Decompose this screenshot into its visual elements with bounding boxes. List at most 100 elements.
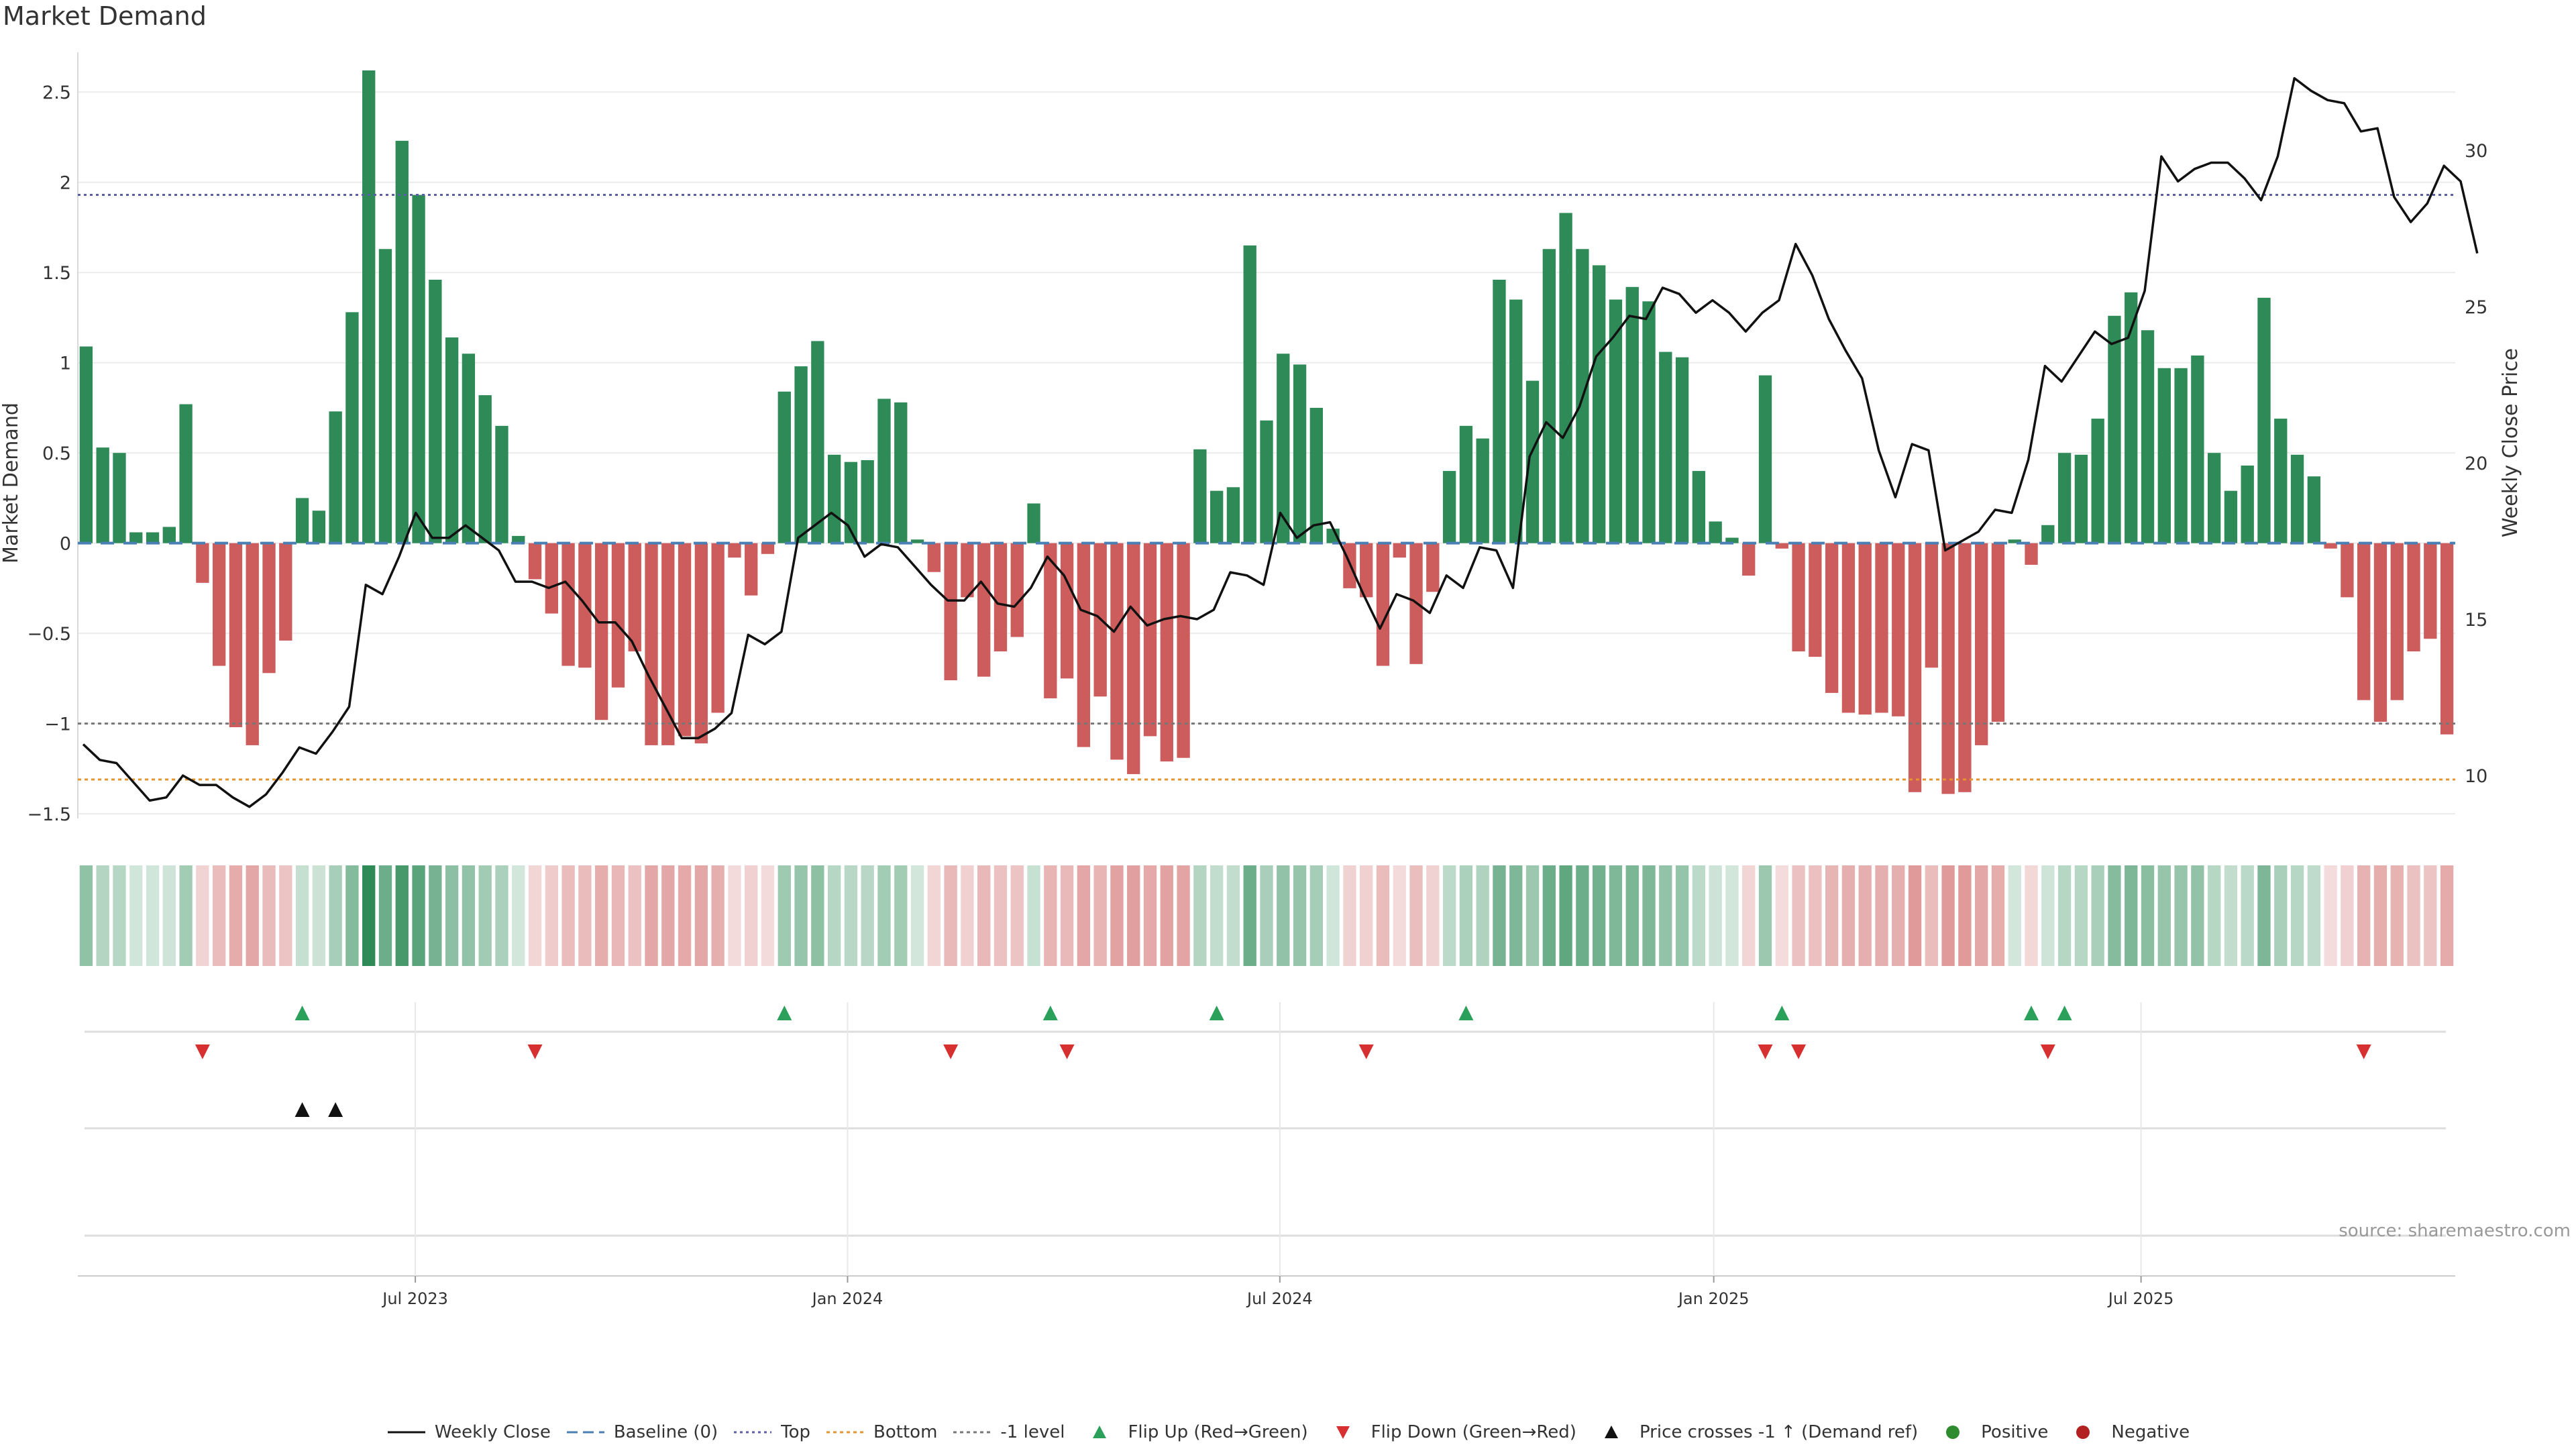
demand-bar (777, 391, 791, 543)
heat-cell (378, 865, 392, 966)
flip-up-marker (1458, 1006, 1474, 1020)
demand-bar (1675, 357, 1689, 543)
demand-bar (1493, 279, 1506, 543)
demand-bar (478, 395, 492, 543)
y-tick-label: 1.5 (42, 263, 71, 284)
legend-item: Top (733, 1422, 810, 1442)
legend-symbol-icon (1336, 1426, 1350, 1439)
flip-down-marker (1358, 1044, 1374, 1059)
heat-cell (1509, 865, 1523, 966)
heat-cell (1858, 865, 1872, 966)
heat-cell (2108, 865, 2121, 966)
demand-bar (944, 543, 957, 681)
heat-cell (961, 865, 974, 966)
heat-cell (1941, 865, 1955, 966)
y-axis-label: Market Demand (0, 402, 23, 564)
heat-cell (1260, 865, 1273, 966)
heat-cell (1841, 865, 1856, 966)
demand-bar (1725, 537, 1739, 543)
heat-cell (761, 865, 775, 966)
heat-cell (2274, 865, 2288, 966)
heat-cell (2074, 865, 2088, 966)
demand-bars (79, 70, 2454, 794)
heat-cell (1576, 865, 1589, 966)
legend-item: Negative (2063, 1422, 2190, 1442)
y2-tick-label: 10 (2465, 766, 2487, 787)
demand-bar (1742, 543, 1756, 576)
heat-cell (512, 865, 525, 966)
y-tick-label: 2.5 (42, 83, 71, 103)
demand-bar (1326, 529, 1340, 543)
demand-bar (1360, 543, 1373, 598)
demand-bar (645, 543, 658, 745)
heat-cell (362, 865, 376, 966)
legend-symbol-icon (2076, 1426, 2090, 1439)
flip-down-marker (2040, 1044, 2055, 1059)
demand-bar (2207, 453, 2221, 543)
legend-label: Flip Down (Green→Red) (1371, 1422, 1576, 1442)
heat-cell (1343, 865, 1356, 966)
heat-cell (113, 865, 126, 966)
heat-cell (2440, 865, 2454, 966)
demand-bar (395, 140, 409, 543)
y2-tick-label: 25 (2465, 297, 2487, 318)
legend-symbol-icon (1946, 1426, 1960, 1439)
y-tick-label: 2 (60, 173, 71, 194)
heat-cell (578, 865, 592, 966)
heat-cell (246, 865, 259, 966)
heat-cell (2390, 865, 2404, 966)
heat-cell (1442, 865, 1456, 966)
demand-bar (1160, 543, 1173, 762)
heat-cell (445, 865, 459, 966)
demand-bar (378, 249, 392, 543)
demand-bar (2091, 419, 2104, 543)
demand-bar (2274, 419, 2288, 543)
y2-tick-label: 30 (2465, 141, 2487, 162)
flip-down-marker (2356, 1044, 2371, 1059)
demand-bar (1559, 213, 1572, 543)
demand-bar (877, 398, 891, 543)
legend-symbol-icon (953, 1431, 991, 1434)
heat-cell (811, 865, 824, 966)
demand-bar (1193, 449, 1207, 543)
heat-cell (628, 865, 641, 966)
heat-cell (1493, 865, 1506, 966)
heat-cell (1908, 865, 1922, 966)
heat-cell (861, 865, 874, 966)
demand-bar (196, 543, 209, 583)
heat-cell (1809, 865, 1822, 966)
flip-up-marker (294, 1006, 310, 1020)
demand-bar (1476, 438, 1489, 543)
demand-bar (1525, 380, 1540, 543)
heat-cell (1825, 865, 1839, 966)
demand-bar (2373, 543, 2387, 722)
heat-cell (2407, 865, 2420, 966)
demand-bar (1775, 543, 1788, 549)
demand-bar (2125, 292, 2138, 543)
demand-bar (1659, 352, 1672, 543)
legend-item: Price crosses -1 ↑ (Demand ref) (1591, 1422, 1918, 1442)
price-cross-marker (328, 1102, 343, 1117)
heat-cell (994, 865, 1008, 966)
flip-down-marker (195, 1044, 210, 1059)
heat-cell (1875, 865, 1888, 966)
heat-cell (1958, 865, 1972, 966)
demand-bar (1841, 543, 1856, 713)
legend-label: Baseline (0) (613, 1422, 718, 1442)
demand-bar (1792, 543, 1805, 652)
heat-cell (2091, 865, 2104, 966)
heat-cell (1775, 865, 1788, 966)
heat-cell (1758, 865, 1772, 966)
heat-cell (212, 865, 226, 966)
demand-bar (2141, 330, 2155, 543)
demand-bar (212, 543, 226, 666)
demand-bar (1825, 543, 1839, 693)
heat-cell (1625, 865, 1639, 966)
heat-cell (229, 865, 243, 966)
demand-bar (927, 543, 941, 572)
demand-bar (994, 543, 1008, 652)
demand-bar (628, 543, 641, 652)
heat-cell (1642, 865, 1656, 966)
legend-symbol-icon (1604, 1426, 1618, 1438)
heat-cell (2224, 865, 2238, 966)
